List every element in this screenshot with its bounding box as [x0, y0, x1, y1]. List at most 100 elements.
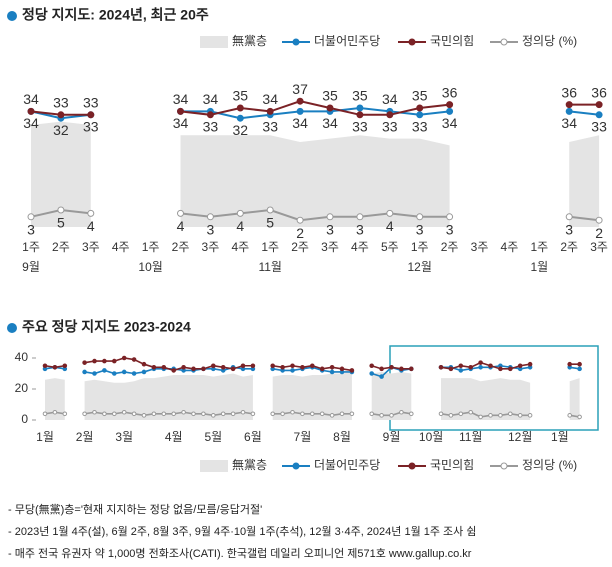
- legend-swatch: [200, 460, 228, 472]
- point: [112, 358, 117, 364]
- point: [220, 365, 226, 370]
- point: [92, 409, 97, 415]
- point: [236, 209, 244, 217]
- point: [250, 411, 256, 417]
- x-tick-label: 2주: [560, 240, 578, 254]
- data-label: 33: [352, 119, 368, 135]
- legend-label: 정의당 (%): [522, 34, 577, 48]
- point: [416, 104, 424, 112]
- data-label: 34: [23, 115, 39, 131]
- point: [266, 107, 274, 115]
- x-tick-label: 3주: [321, 240, 339, 254]
- point: [565, 101, 573, 109]
- point: [211, 363, 216, 369]
- x-tick-label: 4주: [112, 240, 130, 254]
- data-label: 3: [446, 222, 454, 238]
- point: [498, 366, 503, 372]
- month-label: 9월: [22, 260, 40, 274]
- x-tick-label: 11월: [459, 430, 483, 444]
- point: [527, 413, 533, 418]
- point: [300, 365, 305, 370]
- point: [240, 409, 246, 415]
- data-label: 2: [296, 225, 304, 241]
- point: [349, 411, 355, 417]
- y-tick-label: 20: [15, 381, 29, 395]
- point: [92, 358, 97, 364]
- x-tick-label: 2주: [291, 240, 309, 254]
- x-tick-label: 3주: [471, 240, 489, 254]
- point: [191, 411, 196, 417]
- point: [478, 360, 483, 365]
- point: [379, 366, 384, 372]
- point: [458, 411, 464, 417]
- point: [319, 366, 325, 372]
- data-label: 33: [203, 119, 219, 135]
- point: [310, 411, 315, 417]
- point: [329, 365, 335, 370]
- x-tick-label: 8월: [333, 430, 351, 444]
- data-label: 36: [561, 84, 577, 100]
- point: [508, 411, 513, 417]
- data-label: 34: [292, 115, 308, 131]
- point: [369, 371, 375, 376]
- legend-swatch: [200, 36, 228, 48]
- point: [42, 363, 48, 369]
- point: [527, 361, 533, 367]
- x-tick-label: 4주: [231, 240, 249, 254]
- y-tick-label: 40: [15, 350, 29, 364]
- data-label: 34: [442, 115, 458, 131]
- data-label: 33: [53, 95, 69, 111]
- point: [177, 107, 184, 115]
- point: [468, 365, 474, 370]
- point: [62, 411, 68, 417]
- point: [488, 413, 493, 418]
- point: [112, 371, 117, 376]
- data-label: 4: [236, 218, 244, 234]
- data-label: 33: [83, 119, 99, 135]
- point: [240, 363, 246, 369]
- point: [595, 216, 603, 224]
- data-label: 3: [416, 222, 424, 238]
- point: [488, 363, 493, 369]
- x-tick-label: 1주: [22, 240, 40, 254]
- x-tick-label: 3주: [82, 240, 100, 254]
- x-tick-label: 1주: [530, 240, 548, 254]
- data-label: 33: [412, 119, 428, 135]
- point: [92, 371, 97, 376]
- data-label: 35: [412, 88, 428, 104]
- legend-marker: [500, 462, 508, 470]
- data-label: 5: [266, 215, 274, 231]
- point: [161, 365, 167, 370]
- point: [206, 111, 214, 119]
- x-tick-label: 4주: [501, 240, 519, 254]
- x-tick-label: 4월: [165, 430, 183, 444]
- data-label: 4: [386, 218, 394, 234]
- point: [42, 411, 48, 417]
- point: [270, 411, 276, 417]
- point: [102, 411, 107, 417]
- point: [458, 368, 464, 373]
- x-tick-label: 1주: [261, 240, 279, 254]
- data-label: 34: [561, 115, 577, 131]
- data-label: 34: [203, 91, 219, 107]
- x-tick-label: 2월: [76, 430, 94, 444]
- data-label: 37: [292, 81, 308, 97]
- point: [356, 213, 364, 221]
- x-tick-label: 5주: [381, 240, 399, 254]
- data-label: 35: [322, 88, 338, 104]
- point: [478, 414, 483, 420]
- point: [102, 358, 107, 364]
- point: [310, 363, 315, 369]
- point: [220, 411, 226, 417]
- data-label: 33: [83, 95, 99, 111]
- data-label: 33: [262, 119, 278, 135]
- point: [151, 411, 157, 417]
- x-tick-label: 1월: [551, 430, 569, 444]
- point: [478, 365, 483, 370]
- point: [171, 411, 176, 417]
- data-label: 3: [326, 222, 334, 238]
- x-tick-label: 10월: [419, 430, 443, 444]
- point: [356, 111, 364, 119]
- point: [577, 366, 582, 372]
